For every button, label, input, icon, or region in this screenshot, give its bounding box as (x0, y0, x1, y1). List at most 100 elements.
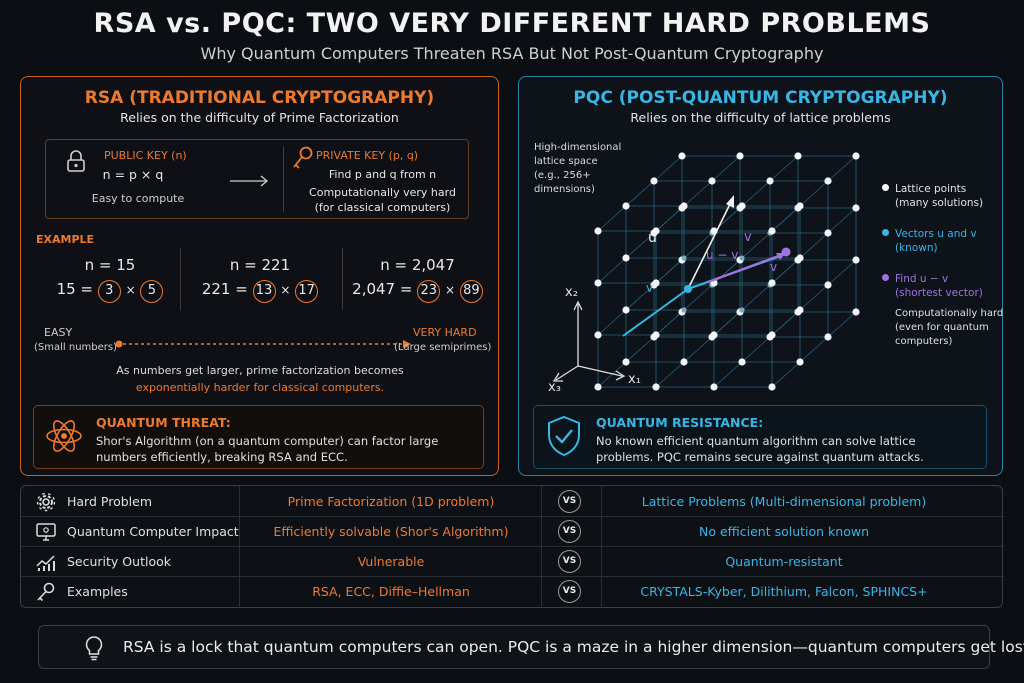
pqc-value: CRYSTALS-Kyber, Dilithium, Falcon, SPHIN… (640, 584, 928, 599)
factor-circle: 89 (459, 280, 483, 303)
lattice-point (652, 331, 660, 339)
pqc-description: Relies on the difficulty of lattice prob… (630, 110, 891, 125)
lattice-point (736, 152, 744, 160)
vector-v-blue-label: v (646, 281, 654, 295)
summary-quote: RSA is a lock that quantum computers can… (123, 638, 1024, 656)
scale-easy-note: (Small numbers) (34, 342, 117, 353)
vector-u-label: u (648, 230, 657, 246)
lattice-point (794, 152, 802, 160)
pqc-value: Lattice Problems (Multi-dimensional prob… (641, 494, 927, 509)
legend-find-u-minus-v: Find u − v (shortest vector) (882, 272, 983, 300)
gear-icon (35, 491, 57, 513)
axes (552, 300, 626, 382)
lattice-point (824, 177, 832, 185)
lattice-edge (597, 309, 627, 336)
lattice-point (681, 255, 687, 261)
lattice-point (622, 358, 630, 366)
public-key-label: PUBLIC KEY (n) (104, 149, 187, 162)
lattice-edge (625, 232, 655, 259)
pqc-hardness-note: Computationally hard (even for quantum c… (895, 308, 1004, 347)
quantum-threat-line2: numbers efficiently, breaking RSA and EC… (96, 450, 348, 464)
page-title: RSA vs. PQC: TWO VERY DIFFERENT HARD PRO… (93, 8, 931, 39)
pqc-value: No efficient solution known (698, 524, 869, 539)
public-key-note: Easy to compute (91, 192, 185, 205)
lattice-edge (625, 336, 655, 363)
lattice-point (710, 331, 718, 339)
vs-badge: VS (558, 490, 581, 513)
lattice-space-note: High-dimensional lattice space (e.g., 25… (534, 142, 622, 195)
lattice-point (622, 306, 630, 314)
lattice-point (652, 383, 660, 391)
lock-icon (66, 150, 86, 172)
vector-u-minus-v-label: u − v (706, 248, 739, 262)
lattice-point (738, 202, 746, 210)
quantum-threat-box (33, 405, 484, 469)
lattice-point (622, 202, 630, 210)
lattice-edge (625, 180, 655, 207)
legend-lattice-points: Lattice points (many solutions) (882, 182, 983, 210)
column-divider (239, 486, 240, 608)
table-row-hard-problem: Hard Problem Prime Factorization (1D pro… (21, 487, 1004, 517)
quantum-resistance-box (533, 405, 987, 469)
axis-x1-label: x₁ (628, 372, 641, 387)
right-arrow-icon (230, 172, 270, 191)
rsa-title: RSA (TRADITIONAL CRYPTOGRAPHY) (84, 88, 435, 108)
private-key-line1: Find p and q from n (328, 168, 437, 181)
quantum-resistance-line1: No known efficient quantum algorithm can… (596, 434, 916, 448)
row-label: Security Outlook (67, 554, 171, 569)
factor-circle: 23 (417, 280, 441, 303)
lattice-edge (597, 257, 627, 284)
lattice-point (708, 177, 716, 185)
rsa-description: Relies on the difficulty of Prime Factor… (120, 110, 399, 125)
lattice-edge (741, 232, 771, 259)
lattice-point (768, 279, 776, 287)
lattice-point (650, 177, 658, 185)
lattice-point (594, 279, 602, 287)
table-row-examples: Examples RSA, ECC, Diffie–Hellman VS CRY… (21, 577, 1004, 607)
lattice-edge (597, 361, 627, 388)
rsa-value: Prime Factorization (1D problem) (287, 494, 495, 509)
factor-circle: 5 (140, 280, 164, 303)
private-key-line2: Computationally very hard (309, 186, 456, 199)
rsa-value: RSA, ECC, Diffie–Hellman (312, 584, 470, 599)
legend-dot (882, 274, 889, 281)
shield-check-icon (546, 415, 582, 457)
lattice-point (796, 254, 804, 262)
lattice-point (796, 358, 804, 366)
pqc-value: Quantum-resistant (725, 554, 843, 569)
comparison-table: Hard Problem Prime Factorization (1D pro… (20, 485, 1004, 608)
example-label: EXAMPLE (36, 233, 95, 246)
lattice-point (796, 202, 804, 210)
vs-badge: VS (558, 580, 581, 603)
page-subtitle: Why Quantum Computers Threaten RSA But N… (200, 44, 824, 63)
example-divider (180, 248, 181, 310)
lattice-point (852, 204, 860, 212)
lattice-point (824, 281, 832, 289)
key-icon (292, 146, 314, 170)
lattice-edge (683, 232, 713, 259)
lattice-edge (653, 155, 683, 182)
quantum-threat-line1: Shor's Algorithm (on a quantum computer)… (96, 434, 439, 448)
lattice-point (680, 202, 688, 210)
lattice-point (681, 307, 687, 313)
lattice-point (824, 333, 832, 341)
example-factorization-221: 221 = 13 × 17 (185, 280, 335, 303)
lightbulb-icon (83, 635, 105, 665)
public-key-formula: n = p × q (102, 167, 164, 182)
lattice-cube (552, 152, 860, 391)
lattice-point (768, 331, 776, 339)
rsa-value: Efficiently solvable (Shor's Algorithm) (273, 524, 509, 539)
lattice-point (739, 255, 745, 261)
lattice-edge (683, 336, 713, 363)
pqc-title: PQC (POST-QUANTUM CRYPTOGRAPHY) (573, 88, 948, 108)
column-divider (601, 486, 602, 608)
lattice-point (622, 254, 630, 262)
lattice-point (594, 227, 602, 235)
lattice-point (739, 307, 745, 313)
key-box (45, 139, 469, 219)
difficulty-arrow (115, 334, 415, 353)
lattice-point (594, 383, 602, 391)
vs-badge: VS (558, 550, 581, 573)
row-label: Hard Problem (67, 494, 152, 509)
lattice-point (680, 358, 688, 366)
